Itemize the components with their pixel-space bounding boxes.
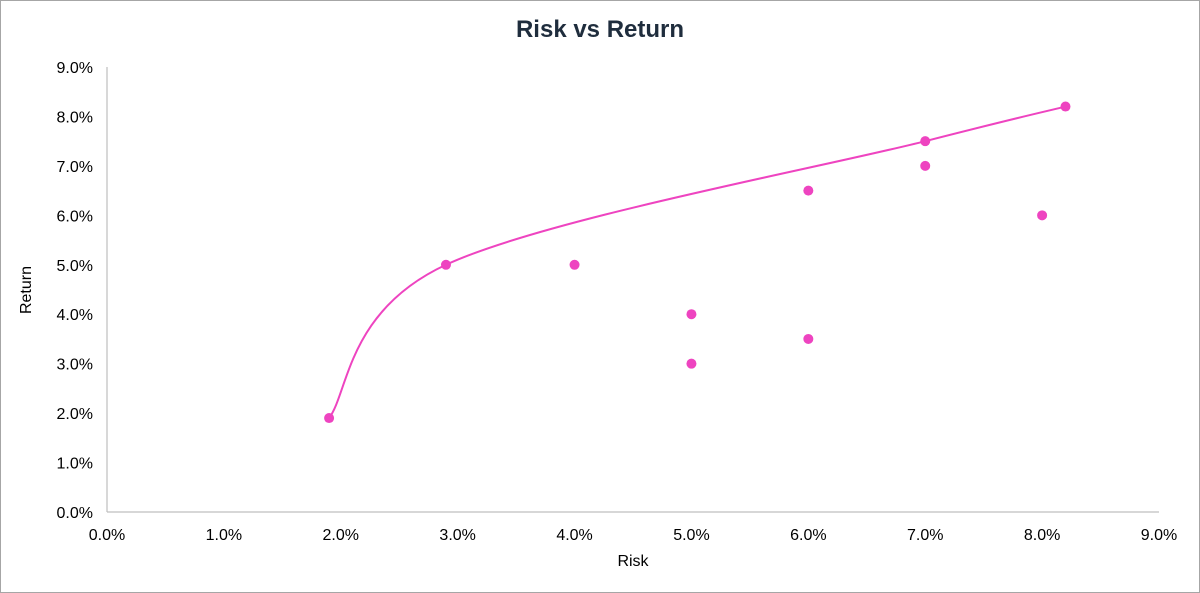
y-tick-label: 3.0%: [57, 357, 93, 374]
x-tick-label: 6.0%: [790, 527, 826, 544]
data-points: [324, 101, 1071, 424]
scatter-point: [686, 358, 697, 369]
scatter-point: [686, 309, 697, 320]
scatter-point: [803, 185, 814, 196]
y-tick-label: 1.0%: [57, 456, 93, 473]
frontier-point: [920, 136, 931, 147]
x-tick-label: 1.0%: [206, 527, 242, 544]
x-tick-label: 3.0%: [439, 527, 475, 544]
x-tick-label: 4.0%: [556, 527, 592, 544]
y-axis-title: Return: [18, 266, 35, 314]
y-tick-label: 4.0%: [57, 307, 93, 324]
y-tick-label: 5.0%: [57, 258, 93, 275]
y-tick-label: 7.0%: [57, 159, 93, 176]
x-tick-label: 2.0%: [323, 527, 359, 544]
scatter-point: [920, 160, 931, 171]
x-tick-label: 0.0%: [89, 527, 125, 544]
y-tick-label: 8.0%: [57, 109, 93, 126]
scatter-point: [569, 259, 580, 270]
y-tick-label: 9.0%: [57, 60, 93, 77]
y-tick-label: 2.0%: [57, 406, 93, 423]
y-axis-ticks: 0.0% 1.0% 2.0% 3.0% 4.0% 5.0% 6.0% 7.0% 8.0% 9.0%: [57, 60, 93, 522]
efficient-frontier-line: [328, 105, 1066, 419]
frontier-point: [1060, 101, 1071, 112]
frontier-point: [324, 413, 335, 424]
x-tick-label: 7.0%: [907, 527, 943, 544]
x-axis-title: Risk: [617, 553, 649, 570]
y-tick-label: 0.0%: [57, 505, 93, 522]
x-tick-label: 9.0%: [1141, 527, 1177, 544]
chart-title: Risk vs Return: [516, 16, 684, 43]
x-tick-label: 8.0%: [1024, 527, 1060, 544]
y-tick-label: 6.0%: [57, 208, 93, 225]
scatter-point: [803, 333, 814, 344]
frontier-point: [440, 259, 451, 270]
x-tick-label: 5.0%: [673, 527, 709, 544]
x-axis-ticks: 0.0% 1.0% 2.0% 3.0% 4.0% 5.0% 6.0% 7.0% 8.0% 9.0%: [89, 527, 1177, 544]
scatter-point: [1037, 210, 1048, 221]
